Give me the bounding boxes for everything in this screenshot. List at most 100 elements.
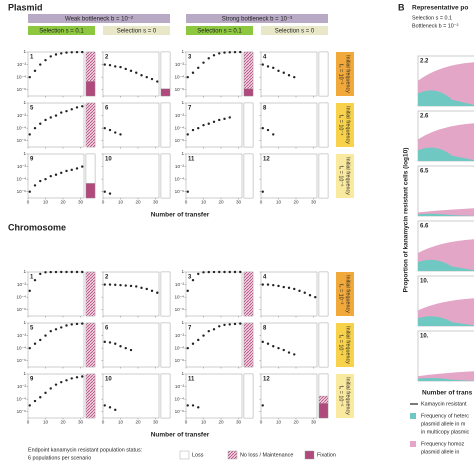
status-segment [318, 403, 329, 419]
legend-swatch [227, 450, 238, 460]
x-tick-label: 10 [118, 200, 124, 205]
data-point [65, 169, 68, 173]
selection-label: Selection s = 0.1 [39, 28, 84, 34]
y-tick-label: 10⁻⁴ [174, 345, 184, 350]
data-point [156, 291, 159, 294]
y-tick-label: 10⁻⁴ [174, 176, 184, 181]
selection-label: Selection s = 0.1 [197, 28, 242, 34]
data-point [282, 71, 285, 74]
data-point [54, 114, 58, 117]
data-point [65, 109, 68, 113]
y-tick-label: 1 [181, 49, 184, 54]
panel-number: 10 [105, 377, 112, 383]
y-tick-label: 10⁻² [17, 113, 27, 118]
y-tick-label: 1 [181, 100, 184, 105]
data-point [207, 57, 210, 60]
data-point [33, 69, 37, 73]
data-point [202, 334, 205, 337]
panel-frame [185, 271, 243, 317]
panel-number: 5 [30, 326, 34, 332]
data-point [150, 77, 154, 81]
y-tick-label: 10⁻² [175, 384, 185, 389]
x-tick-label: 30 [153, 420, 159, 425]
data-point [60, 111, 63, 114]
y-tick-label: 10⁻² [175, 282, 185, 287]
x-tick-label: 10 [43, 200, 49, 205]
data-point [202, 61, 205, 64]
x-tick-label: 10 [276, 420, 282, 425]
data-point [277, 69, 280, 73]
frequency-line: Initial frequency [345, 326, 351, 364]
x-tick-label: 20 [293, 420, 299, 425]
area-hetero [418, 259, 474, 271]
data-point [39, 396, 42, 399]
status-segment [318, 102, 329, 148]
y-tick-label: 1 [23, 100, 26, 105]
status-segment [160, 88, 171, 97]
data-point [223, 51, 226, 54]
y-tick-label: 10⁻⁶ [17, 307, 27, 312]
data-point [119, 65, 122, 69]
data-point [212, 328, 216, 331]
x-tick-label: 20 [218, 200, 224, 205]
x-tick-label: 30 [78, 200, 84, 205]
data-point [33, 399, 37, 403]
status-segment [318, 322, 329, 368]
legend-label: Frequency homoz [421, 441, 464, 447]
panel-frame [102, 271, 160, 317]
subpanel-number: 6.5 [420, 169, 429, 175]
panel-frame [27, 153, 85, 199]
x-tick-label: 10 [118, 420, 124, 425]
data-point [140, 74, 143, 77]
data-point [197, 272, 200, 276]
bottleneck-label: Strong bottleneck b = 10⁻³ [222, 16, 292, 22]
data-point [28, 289, 31, 293]
data-point [65, 379, 68, 382]
y-tick-label: 10⁻² [17, 164, 27, 169]
status-segment [243, 88, 254, 97]
legend-label: Loss [192, 452, 204, 458]
data-point [65, 51, 68, 54]
frequency-line: Initial frequency [345, 275, 351, 313]
status-segment [160, 322, 171, 368]
data-point [70, 108, 73, 111]
data-point [218, 118, 221, 122]
frequency-line: f₀ = 10⁻² [338, 284, 344, 305]
bottleneck-header [28, 14, 170, 23]
data-point [103, 283, 106, 286]
frequency-line: f₀ = 10⁻⁴ [338, 114, 344, 136]
panel-frame [185, 373, 243, 419]
data-point [293, 75, 296, 79]
status-segment [243, 322, 254, 368]
x-tick-label: 0 [260, 420, 263, 425]
y-tick-label: 10⁻⁶ [17, 358, 27, 363]
legend-label: plasmid allele in m [421, 421, 466, 427]
frequency-line: f₀ = 10⁻⁶ [338, 386, 344, 407]
data-point [70, 168, 73, 172]
data-point [39, 338, 42, 342]
panel-number: 1 [30, 275, 34, 281]
panel-number: 4 [263, 55, 267, 61]
data-point [228, 323, 231, 326]
y-tick-label: 10⁻⁶ [17, 189, 27, 194]
data-point [218, 52, 221, 55]
selection-label: Selection s = 0 [275, 28, 315, 34]
y-tick-label: 10⁻⁶ [175, 138, 185, 143]
data-point [218, 270, 221, 274]
data-point [129, 69, 133, 73]
data-point [108, 63, 112, 67]
panel-number: 9 [30, 377, 34, 383]
status-segment [85, 373, 96, 419]
data-point [60, 326, 63, 329]
data-point [261, 190, 264, 193]
data-point [103, 340, 106, 344]
status-segment [85, 51, 96, 82]
data-point [266, 342, 270, 345]
x-tick-label: 30 [236, 200, 242, 205]
data-point [108, 192, 112, 195]
data-point [54, 53, 58, 56]
data-point [81, 105, 84, 108]
data-point [60, 380, 63, 384]
